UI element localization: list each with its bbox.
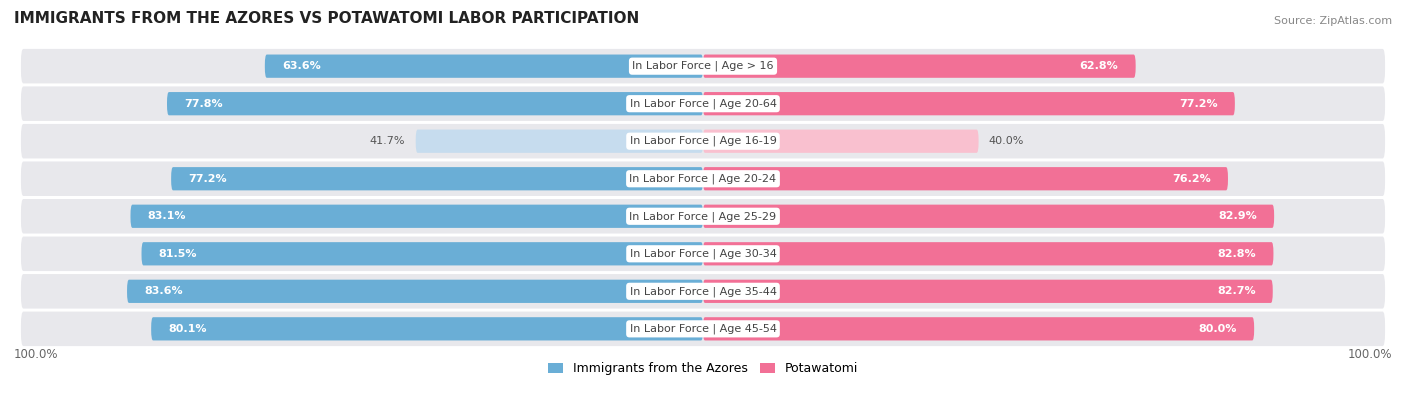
FancyBboxPatch shape <box>416 130 703 153</box>
Text: In Labor Force | Age 45-54: In Labor Force | Age 45-54 <box>630 324 776 334</box>
Text: In Labor Force | Age 20-24: In Labor Force | Age 20-24 <box>630 173 776 184</box>
Text: 77.8%: 77.8% <box>184 99 224 109</box>
FancyBboxPatch shape <box>21 87 1385 121</box>
Text: In Labor Force | Age 16-19: In Labor Force | Age 16-19 <box>630 136 776 147</box>
Text: 83.6%: 83.6% <box>145 286 183 296</box>
FancyBboxPatch shape <box>703 280 1272 303</box>
FancyBboxPatch shape <box>152 317 703 340</box>
Text: In Labor Force | Age 25-29: In Labor Force | Age 25-29 <box>630 211 776 222</box>
Text: In Labor Force | Age 35-44: In Labor Force | Age 35-44 <box>630 286 776 297</box>
Text: 77.2%: 77.2% <box>1180 99 1218 109</box>
Text: Source: ZipAtlas.com: Source: ZipAtlas.com <box>1274 16 1392 26</box>
FancyBboxPatch shape <box>703 92 1234 115</box>
FancyBboxPatch shape <box>21 162 1385 196</box>
Text: 82.9%: 82.9% <box>1218 211 1257 221</box>
Text: In Labor Force | Age 20-64: In Labor Force | Age 20-64 <box>630 98 776 109</box>
Text: 83.1%: 83.1% <box>148 211 186 221</box>
FancyBboxPatch shape <box>131 205 703 228</box>
Text: 82.8%: 82.8% <box>1218 249 1256 259</box>
FancyBboxPatch shape <box>142 242 703 265</box>
FancyBboxPatch shape <box>127 280 703 303</box>
Text: 80.1%: 80.1% <box>169 324 207 334</box>
Text: 77.2%: 77.2% <box>188 174 226 184</box>
Text: 40.0%: 40.0% <box>988 136 1025 146</box>
FancyBboxPatch shape <box>264 55 703 78</box>
Text: IMMIGRANTS FROM THE AZORES VS POTAWATOMI LABOR PARTICIPATION: IMMIGRANTS FROM THE AZORES VS POTAWATOMI… <box>14 11 640 26</box>
FancyBboxPatch shape <box>703 130 979 153</box>
FancyBboxPatch shape <box>703 317 1254 340</box>
FancyBboxPatch shape <box>703 242 1274 265</box>
Text: 63.6%: 63.6% <box>283 61 321 71</box>
FancyBboxPatch shape <box>703 167 1227 190</box>
Legend: Immigrants from the Azores, Potawatomi: Immigrants from the Azores, Potawatomi <box>543 357 863 380</box>
Text: 100.0%: 100.0% <box>1347 348 1392 361</box>
Text: 100.0%: 100.0% <box>14 348 59 361</box>
Text: In Labor Force | Age 30-34: In Labor Force | Age 30-34 <box>630 248 776 259</box>
Text: In Labor Force | Age > 16: In Labor Force | Age > 16 <box>633 61 773 71</box>
FancyBboxPatch shape <box>21 199 1385 233</box>
FancyBboxPatch shape <box>21 49 1385 83</box>
FancyBboxPatch shape <box>167 92 703 115</box>
Text: 41.7%: 41.7% <box>370 136 405 146</box>
FancyBboxPatch shape <box>172 167 703 190</box>
FancyBboxPatch shape <box>703 55 1136 78</box>
FancyBboxPatch shape <box>21 124 1385 158</box>
FancyBboxPatch shape <box>21 237 1385 271</box>
FancyBboxPatch shape <box>21 312 1385 346</box>
FancyBboxPatch shape <box>21 274 1385 308</box>
Text: 76.2%: 76.2% <box>1173 174 1211 184</box>
Text: 82.7%: 82.7% <box>1218 286 1256 296</box>
Text: 62.8%: 62.8% <box>1080 61 1118 71</box>
Text: 80.0%: 80.0% <box>1198 324 1237 334</box>
Text: 81.5%: 81.5% <box>159 249 197 259</box>
FancyBboxPatch shape <box>703 205 1274 228</box>
